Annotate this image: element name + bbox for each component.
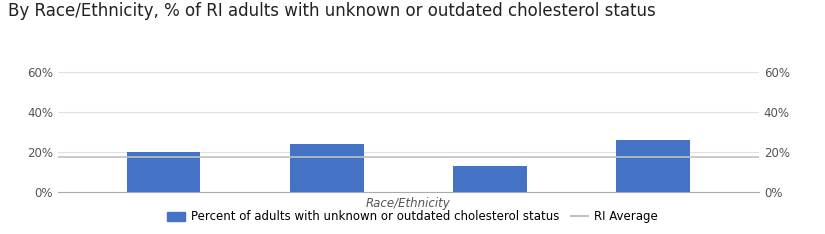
Bar [127, 152, 200, 192]
Bar [616, 140, 690, 192]
Text: By Race/Ethnicity, % of RI adults with unknown or outdated cholesterol status: By Race/Ethnicity, % of RI adults with u… [8, 2, 656, 20]
Legend: Percent of adults with unknown or outdated cholesterol status, RI Average: Percent of adults with unknown or outdat… [163, 206, 662, 228]
X-axis label: Race/Ethnicity: Race/Ethnicity [366, 197, 450, 210]
Bar [290, 144, 364, 192]
Bar [453, 166, 526, 192]
